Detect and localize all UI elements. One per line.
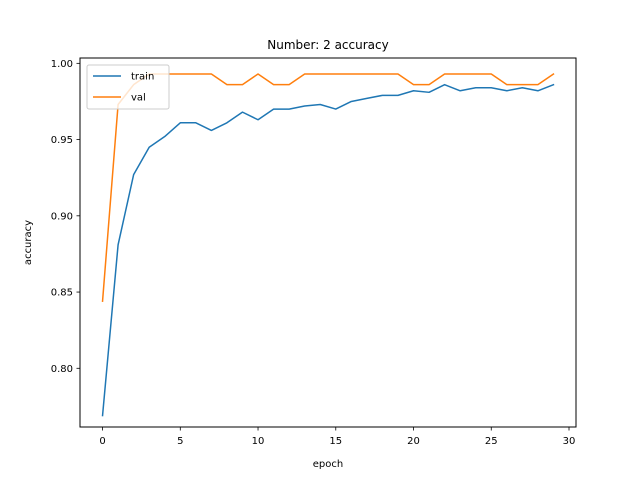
y-tick-label: 1.00: [51, 59, 73, 70]
legend-label-train: train: [131, 72, 154, 83]
series-line-train: [101, 83, 555, 417]
y-tick-label: 0.80: [51, 364, 73, 375]
y-axis: 0.80 0.85 0.90 0.95 1.00: [51, 59, 80, 375]
y-tick-label: 0.95: [51, 135, 73, 146]
legend-label-val: val: [131, 93, 146, 104]
series-line-val: [101, 72, 555, 303]
x-tick-label: 20: [407, 436, 420, 447]
x-tick-label: 0: [99, 436, 105, 447]
x-tick-label: 25: [485, 436, 498, 447]
x-tick-label: 10: [252, 436, 265, 447]
y-tick-label: 0.90: [51, 211, 73, 222]
x-tick-label: 15: [329, 436, 342, 447]
x-axis: 0 5 10 15 20 25 30: [99, 427, 575, 447]
y-axis-label: accuracy: [23, 220, 34, 265]
chart-title: Number: 2 accuracy: [267, 38, 388, 52]
legend-box: [86, 64, 170, 110]
x-tick-label: 30: [563, 436, 576, 447]
x-axis-label: epoch: [313, 459, 343, 470]
legend: train val: [86, 64, 170, 110]
series-layer: [101, 72, 555, 417]
x-tick-label: 5: [177, 436, 183, 447]
plot-frame: [79, 57, 577, 428]
y-tick-label: 0.85: [51, 288, 73, 299]
